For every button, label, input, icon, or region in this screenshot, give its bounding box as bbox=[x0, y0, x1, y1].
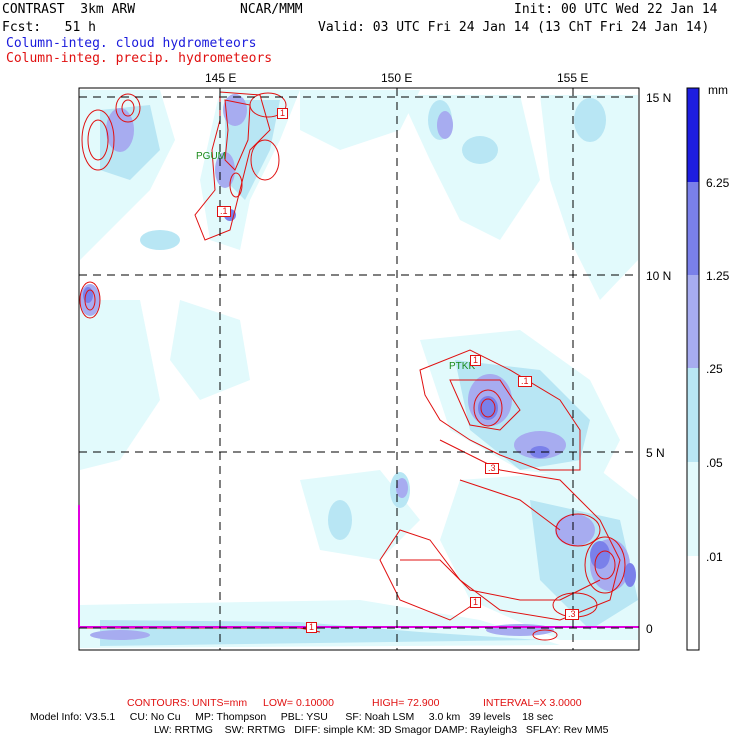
lat-label-0: 0 bbox=[646, 622, 653, 636]
colorbar bbox=[686, 87, 700, 651]
contour-label: .3 bbox=[485, 463, 499, 474]
field-cloud-label: Column-integ. cloud hydrometeors bbox=[6, 36, 257, 51]
contour-label: 1 bbox=[277, 108, 289, 119]
model-info: Model Info: V3.5.1 CU: No Cu MP: Thompso… bbox=[30, 711, 554, 723]
lon-label-150e: 150 E bbox=[381, 71, 413, 85]
colorbar-level: .01 bbox=[706, 550, 723, 564]
station-label-ptkk: PTKK bbox=[449, 361, 476, 372]
field-precip-label: Column-integ. precip. hydrometeors bbox=[6, 51, 273, 66]
colorbar-unit: mm bbox=[708, 83, 728, 97]
lat-label-15n: 15 N bbox=[646, 91, 672, 105]
cloud-shading bbox=[80, 90, 638, 648]
contours-low: LOW= 0.10000 bbox=[263, 697, 334, 709]
lon-label-155e: 155 E bbox=[557, 71, 589, 85]
forecast-hour: Fcst: 51 h bbox=[2, 20, 96, 35]
contours-units: UNITS=mm bbox=[192, 697, 248, 709]
lat-label-5n: 5 N bbox=[646, 446, 665, 460]
model-title: CONTRAST 3km ARW bbox=[2, 2, 136, 17]
init-time: Init: 00 UTC Wed 22 Jan 14 bbox=[514, 2, 718, 17]
model-info-2: LW: RRTMG SW: RRTMG DIFF: simple KM: 3D … bbox=[154, 724, 609, 736]
colorbar-level: 1.25 bbox=[706, 269, 730, 283]
graticule bbox=[79, 88, 639, 650]
colorbar-level: .25 bbox=[706, 362, 723, 376]
contours-label: CONTOURS: bbox=[127, 697, 190, 709]
contour-label: 1 bbox=[470, 597, 482, 608]
map-frame bbox=[78, 87, 640, 651]
contour-label: 1 bbox=[306, 622, 318, 633]
contour-label: .3 bbox=[565, 609, 579, 620]
contours-high: HIGH= 72.900 bbox=[372, 697, 440, 709]
station-label-pgum: PGUM bbox=[196, 151, 226, 162]
contour-label: .1 bbox=[518, 376, 532, 387]
contours-interval: INTERVAL=X 3.0000 bbox=[483, 697, 582, 709]
center-name: NCAR/MMM bbox=[240, 2, 303, 17]
colorbar-level: .05 bbox=[706, 456, 723, 470]
contour-label: .1 bbox=[217, 206, 231, 217]
valid-time: Valid: 03 UTC Fri 24 Jan 14 (13 ChT Fri … bbox=[318, 20, 710, 35]
contour-label: 1 bbox=[470, 355, 482, 366]
colorbar-level: 6.25 bbox=[706, 176, 730, 190]
lat-label-10n: 10 N bbox=[646, 269, 672, 283]
lon-label-145e: 145 E bbox=[205, 71, 237, 85]
